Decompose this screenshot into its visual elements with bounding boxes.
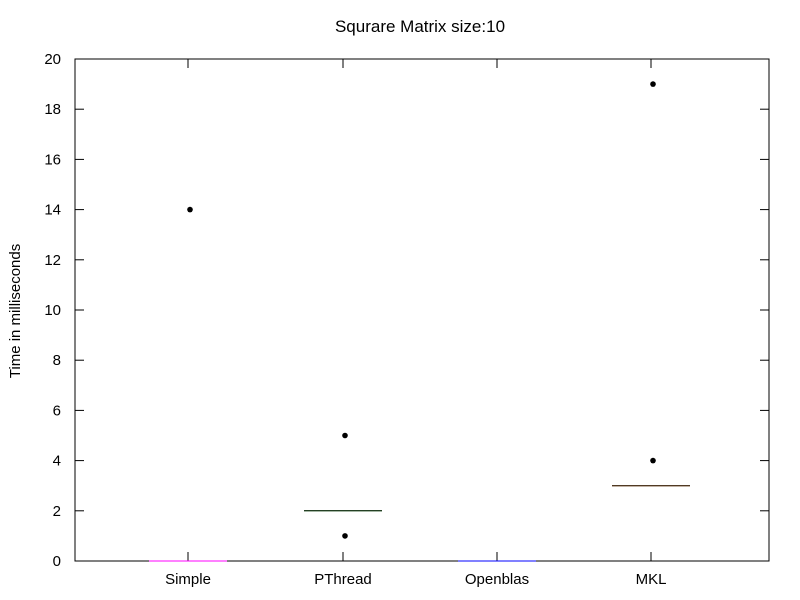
chart-title: Squrare Matrix size:10 — [335, 17, 505, 36]
outlier-points — [187, 81, 656, 539]
x-tick-label-1: PThread — [314, 571, 372, 588]
y-tick-label-0: 0 — [53, 553, 61, 570]
median-lines — [149, 485, 690, 562]
y-tick-label-9: 18 — [44, 101, 61, 118]
x-tick-label-2: Openblas — [465, 571, 529, 588]
x-tick-label-3: MKL — [636, 571, 667, 588]
y-tick-label-5: 10 — [44, 302, 61, 319]
y-tick-label-7: 14 — [44, 202, 61, 219]
outlier-point-1-1 — [342, 533, 348, 539]
outlier-point-3-1 — [650, 457, 656, 464]
x-axis: Simple PThread Openblas MKL — [165, 59, 666, 588]
outlier-point-3-0 — [650, 81, 656, 87]
x-tick-label-0: Simple — [165, 571, 211, 588]
y-tick-label-10: 20 — [44, 51, 61, 68]
y-tick-label-2: 4 — [53, 453, 61, 470]
y-tick-label-8: 16 — [44, 151, 61, 168]
y-axis-label: Time in milliseconds — [7, 244, 24, 378]
outlier-point-1-0 — [342, 432, 348, 439]
outlier-point-0-0 — [187, 206, 193, 213]
y-tick-label-1: 2 — [53, 503, 61, 520]
y-tick-label-4: 8 — [53, 352, 61, 369]
y-axis: 0 2 4 6 8 10 12 14 16 18 20 — [44, 51, 769, 570]
y-tick-label-3: 6 — [53, 402, 61, 419]
y-tick-label-6: 12 — [44, 252, 61, 269]
